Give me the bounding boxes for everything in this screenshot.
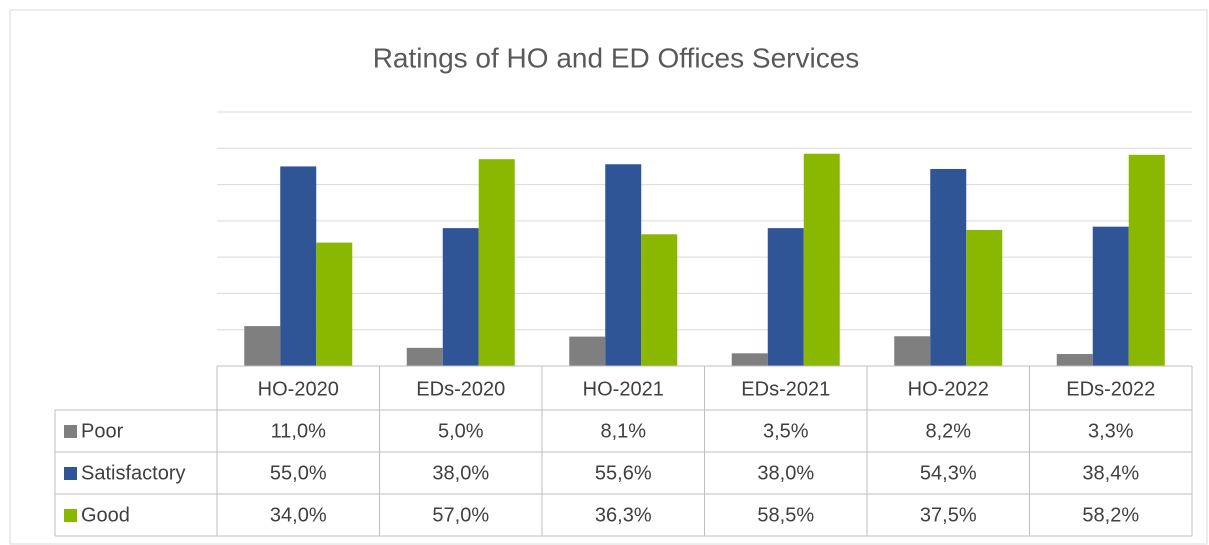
x-tick-label: HO-2022 xyxy=(908,378,989,400)
bar xyxy=(641,234,678,366)
data-label: 57,0% xyxy=(432,504,489,526)
data-label: 37,5% xyxy=(920,504,977,526)
bar xyxy=(1128,154,1165,366)
x-tick-label: HO-2021 xyxy=(583,378,664,400)
data-label: 34,0% xyxy=(270,504,327,526)
data-label: 38,0% xyxy=(757,462,814,484)
bar xyxy=(316,242,353,366)
bar xyxy=(605,164,642,366)
bar xyxy=(280,166,317,366)
legend-label: Poor xyxy=(81,420,124,442)
data-label: 58,2% xyxy=(1082,504,1139,526)
legend-label: Satisfactory xyxy=(81,462,185,484)
legend-key xyxy=(64,467,77,480)
data-label: 3,3% xyxy=(1088,420,1134,442)
data-label: 36,3% xyxy=(595,504,652,526)
data-label: 55,6% xyxy=(595,462,652,484)
data-label: 8,1% xyxy=(600,420,646,442)
bar xyxy=(478,159,515,366)
bar xyxy=(244,326,281,366)
bar xyxy=(930,168,967,366)
bar xyxy=(406,347,443,366)
legend-key xyxy=(64,509,77,522)
bar xyxy=(894,336,931,366)
data-label: 3,5% xyxy=(763,420,809,442)
legend-key xyxy=(64,425,77,438)
chart-title: Ratings of HO and ED Offices Services xyxy=(373,42,860,73)
data-label: 8,2% xyxy=(925,420,971,442)
data-label: 11,0% xyxy=(271,420,326,442)
data-label: 38,0% xyxy=(432,462,489,484)
bar xyxy=(569,336,606,366)
bar xyxy=(803,153,840,366)
data-label: 55,0% xyxy=(270,462,327,484)
bar xyxy=(442,228,479,366)
bar xyxy=(1092,226,1129,366)
legend-label: Good xyxy=(81,504,130,526)
x-tick-label: EDs-2021 xyxy=(741,378,830,400)
bar xyxy=(1056,354,1093,366)
bar xyxy=(767,228,804,366)
x-tick-label: EDs-2020 xyxy=(416,378,505,400)
data-label: 5,0% xyxy=(438,420,484,442)
data-label: 54,3% xyxy=(920,462,977,484)
x-tick-label: HO-2020 xyxy=(258,378,339,400)
data-label: 38,4% xyxy=(1082,462,1139,484)
data-label: 58,5% xyxy=(757,504,814,526)
bar xyxy=(966,229,1003,366)
bar xyxy=(731,353,768,366)
x-tick-label: EDs-2022 xyxy=(1066,378,1155,400)
